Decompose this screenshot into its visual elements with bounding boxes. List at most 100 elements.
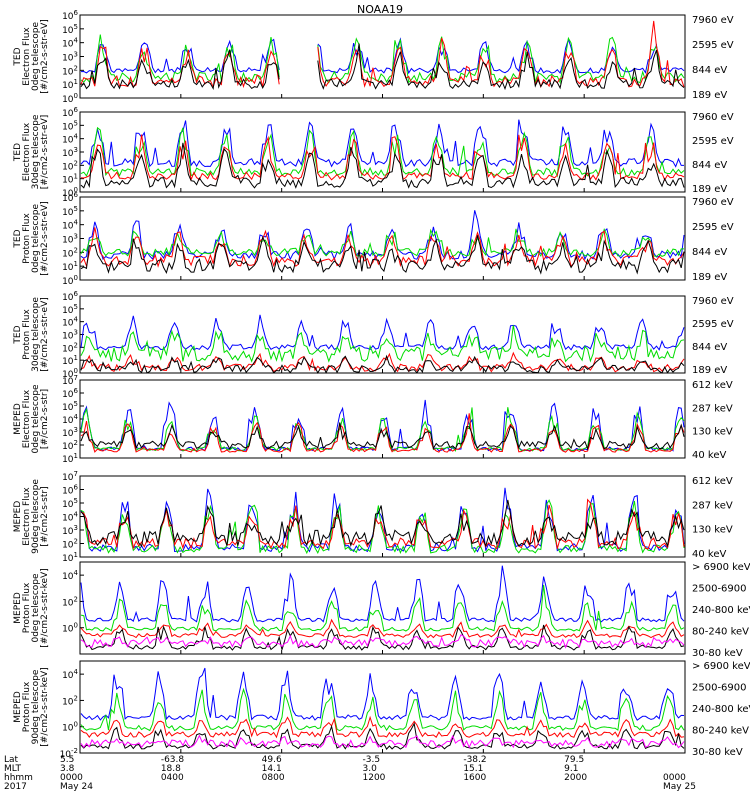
- y-tick-label: 102: [62, 64, 78, 77]
- y-axis-label-line: Electron Flux: [22, 122, 32, 181]
- y-tick-label: 100: [62, 721, 78, 734]
- y-tick-label: 102: [62, 439, 78, 452]
- y-axis-label: MEPEDElectron Flux0deg telescope[#/cm2-s…: [13, 384, 50, 454]
- y-axis-label: TEDElectron Flux0deg telescope[#/cm2-s-s…: [13, 19, 50, 94]
- series-line-189-ev: [317, 37, 685, 75]
- x-axis-row-label: Lat: [4, 755, 19, 765]
- x-tick-label-lat: 49.6: [262, 755, 282, 765]
- y-tick-label: 106: [62, 106, 78, 119]
- legend-entry: 130 keV: [692, 427, 733, 438]
- y-tick-label: 103: [62, 524, 78, 537]
- legend-entry: 612 keV: [692, 476, 733, 487]
- y-axis-label-line: Electron Flux: [22, 27, 32, 86]
- legend-entry: 2595 eV: [692, 136, 734, 147]
- x-tick-label-mlt: 3.8: [60, 764, 75, 774]
- y-tick-label: 101: [62, 551, 78, 564]
- x-tick-label-lat: 79.5: [564, 755, 584, 765]
- y-tick-label: 102: [62, 595, 78, 608]
- legend-entry: 844 eV: [692, 160, 727, 171]
- legend-entry: > 6900 keV: [692, 562, 750, 573]
- y-tick-label: 100: [62, 274, 78, 287]
- x-tick-label-mlt: 14.1: [262, 764, 282, 774]
- x-tick-label-lat: -38.2: [463, 755, 486, 765]
- y-axis-label-line: 0deg telescope: [31, 204, 41, 274]
- x-tick-label-mlt: 9.1: [564, 764, 578, 774]
- legend-entry: 40 keV: [692, 450, 726, 461]
- series-line-844-ev: [80, 34, 280, 84]
- panel-frame: [79, 14, 686, 99]
- y-axis-label-line: Proton Flux: [22, 309, 32, 360]
- legend-entry: 2595 eV: [692, 319, 734, 330]
- y-tick-label: 101: [62, 354, 78, 367]
- series-line-240-800-kev: [80, 618, 685, 639]
- x-tick-label-mlt: 18.8: [161, 764, 181, 774]
- legend-entry: 30-80 keV: [692, 648, 743, 659]
- series-line-130-kev: [80, 499, 685, 555]
- y-axis-label-line: [#/cm2-s-str-keV]: [40, 568, 50, 647]
- y-axis-label-line: MEPED: [13, 403, 23, 435]
- y-axis-label-line: 90deg telescope: [31, 479, 41, 554]
- y-tick-label: 105: [62, 119, 78, 132]
- legend-entry: 844 eV: [692, 65, 727, 76]
- x-axis-row-label: hhmm: [4, 773, 33, 783]
- series-line-240-800-kev: [80, 715, 685, 739]
- y-axis-label-line: [#/cm2-s-str-eV]: [40, 115, 50, 190]
- series-line-7960-ev: [80, 49, 280, 91]
- y-axis-label-line: Electron Flux: [22, 487, 32, 546]
- y-axis-label-line: TED: [13, 47, 23, 66]
- y-axis-label-line: [#/cm2-s-str]: [40, 486, 50, 546]
- legend-entry: 7960 eV: [692, 296, 734, 307]
- x-axis-row-label: MLT: [4, 764, 22, 774]
- series-line-2595-ev: [80, 227, 685, 268]
- x-tick-label-lat: -3.5: [363, 755, 381, 765]
- y-axis-label-line: Electron Flux: [22, 389, 32, 448]
- y-tick-label: 100: [62, 186, 78, 199]
- panel-8: 10-2 100 102 104 MEPEDProton Flux90deg teles…: [13, 660, 750, 760]
- y-axis-label-line: TED: [13, 229, 23, 248]
- legend-entry: 189 eV: [692, 184, 727, 195]
- y-tick-label: 104: [62, 511, 78, 524]
- y-tick-label: 104: [62, 316, 78, 329]
- y-tick-label: 10-2: [60, 747, 78, 760]
- x-axis-row-label: 2017: [4, 782, 27, 792]
- x-tick-label-hhmm: 1200: [363, 773, 386, 783]
- legend-entry: 2595 eV: [692, 40, 734, 51]
- series-line-844-ev: [80, 325, 685, 363]
- y-tick-label: 104: [62, 413, 78, 426]
- y-tick-label: 106: [62, 9, 78, 22]
- series-line-2595-ev: [80, 351, 685, 373]
- series-line-7960-ev: [80, 235, 685, 275]
- legend-entry: 189 eV: [692, 90, 727, 101]
- y-tick-label: 102: [62, 246, 78, 259]
- y-tick-label: 105: [62, 23, 78, 36]
- series-line-6900-kev: [80, 634, 685, 649]
- series-line-612-kev: [80, 422, 685, 451]
- y-tick-label: 102: [62, 538, 78, 551]
- x-tick-label-hhmm: 2000: [564, 773, 587, 783]
- series-line-189-ev: [80, 119, 684, 168]
- y-axis-label-line: [#/cm2-s-str-eV]: [40, 297, 50, 372]
- y-tick-label: 104: [62, 37, 78, 50]
- y-tick-label: 106: [62, 290, 78, 303]
- y-tick-label: 101: [62, 78, 78, 91]
- y-tick-label: 106: [62, 387, 78, 400]
- legend-entry: 189 eV: [692, 365, 727, 376]
- series-line-7960-ev: [80, 354, 685, 374]
- series-line-80-240-kev: [80, 584, 685, 632]
- legend-entry: 240-800 keV: [692, 704, 750, 715]
- y-axis-label-line: [#/cm2-s-str-eV]: [40, 19, 50, 94]
- series-line-287-kev: [80, 498, 685, 550]
- legend-entry: 240-800 keV: [692, 605, 750, 616]
- y-tick-label: 102: [62, 159, 78, 172]
- figure-title: NOAA19: [357, 3, 403, 16]
- legend-entry: 287 keV: [692, 500, 733, 511]
- x-tick-label-lat: -63.8: [161, 755, 185, 765]
- y-axis-label: MEPEDProton Flux90deg telescope[#/cm2-s-…: [13, 667, 50, 746]
- x-tick-label-mlt: 3.0: [363, 764, 378, 774]
- legend-entry: 80-240 keV: [692, 627, 749, 638]
